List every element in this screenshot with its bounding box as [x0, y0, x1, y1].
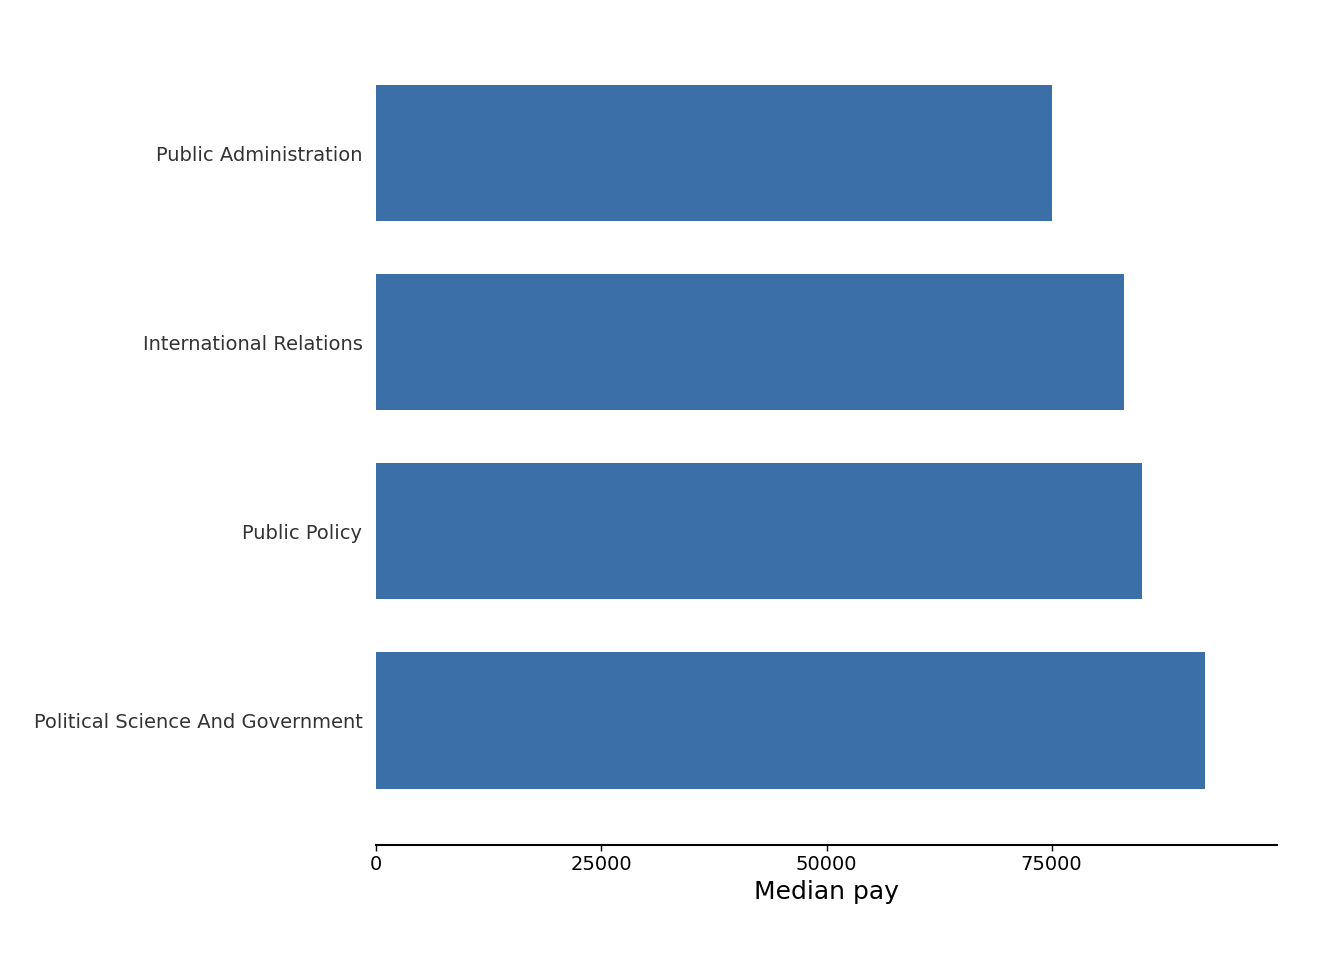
Bar: [376, 464, 1142, 599]
X-axis label: Median pay: Median pay: [754, 879, 899, 903]
Bar: [376, 85, 1051, 221]
Bar: [376, 653, 1204, 788]
Bar: [376, 275, 1124, 410]
